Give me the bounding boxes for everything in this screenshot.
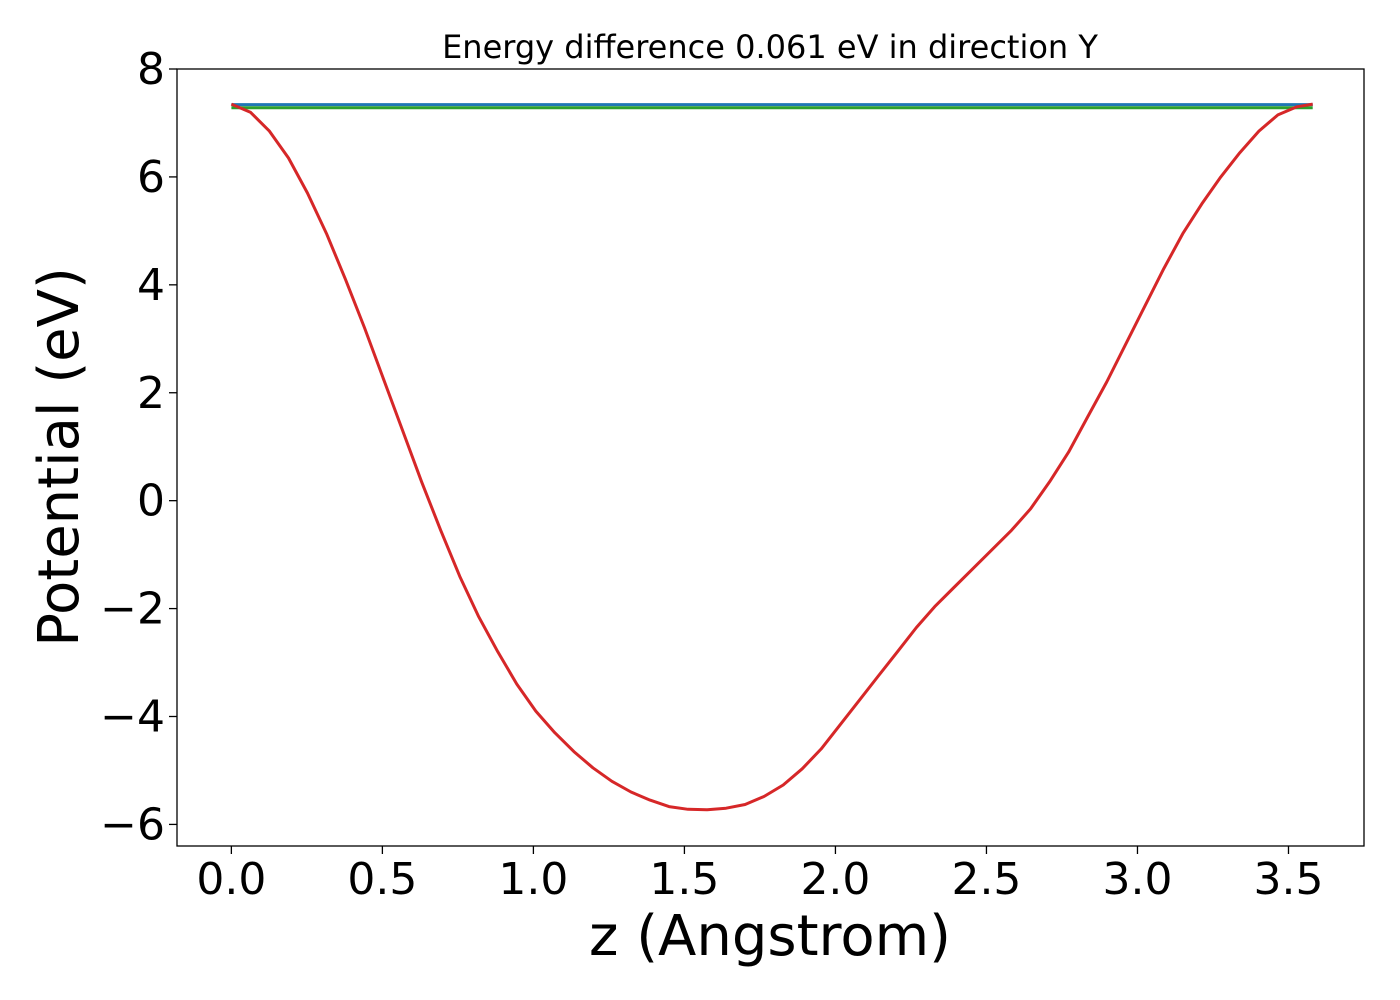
x-tick-label: 1.5 bbox=[649, 854, 719, 905]
x-axis-label: z (Angstrom) bbox=[589, 904, 951, 969]
tick-layer: 0.0 0.5 1.0 1.5 2.0 2.5 3.0 3.5 −6 −4 −2 0 2 4 6 8 bbox=[100, 44, 1323, 905]
y-tick-label: −4 bbox=[100, 692, 165, 743]
y-tick-label: 0 bbox=[137, 476, 165, 527]
chart-title: Energy difference 0.061 eV in direction … bbox=[442, 28, 1098, 66]
x-tick-label: 2.0 bbox=[800, 854, 870, 905]
x-tick-label: 3.5 bbox=[1253, 854, 1323, 905]
y-tick-label: −6 bbox=[100, 799, 165, 850]
x-tick-label: 2.5 bbox=[951, 854, 1021, 905]
x-tick-label: 1.0 bbox=[498, 854, 568, 905]
x-tick-label: 0.5 bbox=[347, 854, 417, 905]
series-line-3 bbox=[230, 102, 1313, 812]
y-tick-label: 2 bbox=[137, 368, 165, 419]
y-tick-label: 8 bbox=[137, 44, 165, 95]
y-tick-label: −2 bbox=[100, 584, 165, 635]
x-tick-label: 0.0 bbox=[196, 854, 266, 905]
plot-area-frame bbox=[176, 68, 1365, 847]
y-tick-label: 4 bbox=[137, 260, 165, 311]
y-axis-label: Potential (eV) bbox=[27, 267, 92, 647]
y-tick-label: 6 bbox=[137, 152, 165, 203]
x-tick-label: 3.0 bbox=[1102, 854, 1172, 905]
series-layer bbox=[230, 102, 1313, 812]
